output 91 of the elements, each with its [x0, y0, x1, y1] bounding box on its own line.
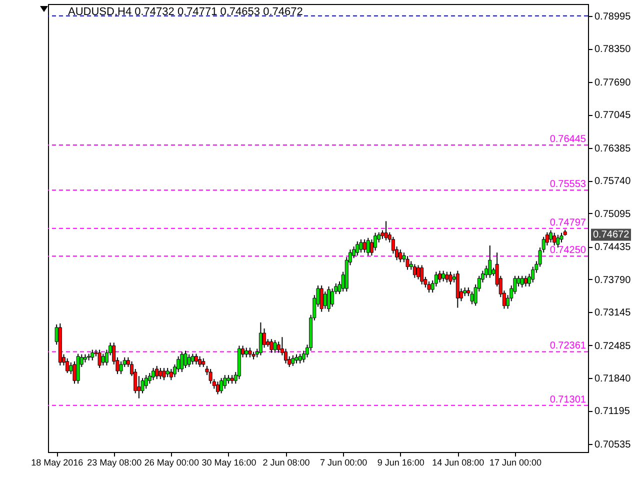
chart-title: AUDUSD,H4 0.74732 0.74771 0.74653 0.74672	[68, 6, 303, 18]
ref-line-label: 0.75553	[550, 179, 586, 190]
y-tick-label: 0.74435	[594, 242, 632, 254]
candlestick	[330, 288, 334, 308]
candlestick	[445, 271, 449, 283]
candlestick	[320, 284, 324, 312]
candlestick	[294, 354, 298, 364]
candlestick	[169, 368, 173, 381]
candlestick	[184, 350, 188, 368]
candlestick	[291, 354, 295, 366]
candlestick	[244, 347, 248, 358]
y-tick-label: 0.78995	[594, 11, 632, 22]
y-tick-label: 0.70535	[594, 440, 632, 451]
y-tick-label: 0.71840	[594, 374, 632, 385]
y-tick-label: 0.75095	[594, 208, 632, 220]
y-tick-label: 0.73790	[594, 274, 632, 286]
candlestick	[276, 341, 280, 354]
candlestick	[144, 374, 148, 390]
y-tick-label: 0.73145	[594, 308, 632, 319]
candlestick	[258, 322, 262, 356]
y-tick-label: 0.72485	[594, 340, 632, 352]
candlestick	[223, 374, 227, 390]
candlestick	[356, 240, 360, 256]
ref-line-label: 0.71301	[550, 394, 586, 406]
candlestick	[162, 367, 166, 381]
ref-line-label: 0.76445	[550, 134, 586, 145]
candlestick	[420, 264, 424, 285]
candlestick	[384, 220, 388, 241]
x-tick-label: 23 May 08:00	[87, 458, 142, 468]
candlestick	[220, 378, 224, 394]
candlestick	[524, 275, 528, 287]
candlestick	[187, 354, 191, 368]
candlestick	[166, 367, 170, 378]
candlestick	[359, 238, 363, 254]
candlestick	[549, 230, 553, 243]
candlestick	[362, 238, 366, 254]
candlestick	[137, 376, 141, 399]
candlestick	[198, 356, 202, 368]
y-tick-label: 0.76385	[594, 144, 632, 155]
x-tick-label: 30 May 16:00	[202, 458, 256, 468]
candlestick	[248, 347, 252, 358]
x-tick-label: 18 May 2016	[31, 458, 84, 468]
candlestick	[66, 358, 70, 374]
x-tick-label: 7 Jun 00:00	[320, 458, 368, 468]
candlestick	[298, 353, 302, 364]
candlestick	[180, 351, 184, 373]
x-tick-label: 9 Jun 16:00	[377, 458, 424, 468]
candlestick	[176, 356, 180, 373]
candlestick	[90, 349, 94, 361]
y-tick-label: 0.77045	[594, 110, 632, 122]
candlestick	[448, 271, 452, 285]
candlestick	[374, 232, 378, 252]
x-tick-label: 2 Jun 08:00	[262, 458, 310, 468]
candlestick	[416, 264, 420, 280]
candlestick	[273, 340, 277, 354]
y-tick-label: 0.78350	[594, 44, 632, 56]
candlestick	[366, 237, 370, 256]
candlestick	[98, 349, 102, 368]
candlestick	[270, 338, 274, 354]
candlestick	[119, 360, 123, 375]
candlestick	[470, 291, 474, 305]
candlestick	[398, 249, 402, 263]
candlestick	[520, 275, 524, 288]
candlestick	[323, 291, 327, 310]
candlestick	[412, 264, 416, 278]
candlestick	[158, 367, 162, 380]
text: 0.74672	[593, 230, 630, 241]
y-tick-label: 0.71195	[594, 406, 630, 418]
candlestick	[155, 365, 159, 380]
ref-line-label: 0.74250	[550, 245, 586, 256]
candlestick	[216, 381, 220, 395]
candlestick	[101, 353, 105, 366]
candlestick	[552, 232, 556, 246]
candlestick	[488, 244, 492, 278]
candlestick	[406, 256, 410, 270]
candlestick	[427, 280, 431, 294]
candlestick	[442, 270, 446, 282]
x-tick-label: 17 Jun 00:00	[489, 458, 542, 468]
y-tick-label: 0.75740	[594, 176, 632, 188]
candlestick	[438, 270, 442, 283]
ref-line-label: 0.74797	[550, 217, 586, 228]
candlestick	[194, 353, 198, 365]
candlestick	[190, 353, 194, 365]
candlestick	[326, 286, 330, 312]
candlestick	[556, 234, 560, 248]
candlestick	[208, 368, 212, 384]
y-tick-label: 0.77690	[594, 77, 632, 88]
x-tick-label: 14 Jun 08:00	[432, 458, 484, 468]
candlestick	[152, 367, 156, 381]
x-tick-label: 26 May 00:00	[144, 458, 199, 468]
ref-line-label: 0.72361	[550, 340, 586, 352]
